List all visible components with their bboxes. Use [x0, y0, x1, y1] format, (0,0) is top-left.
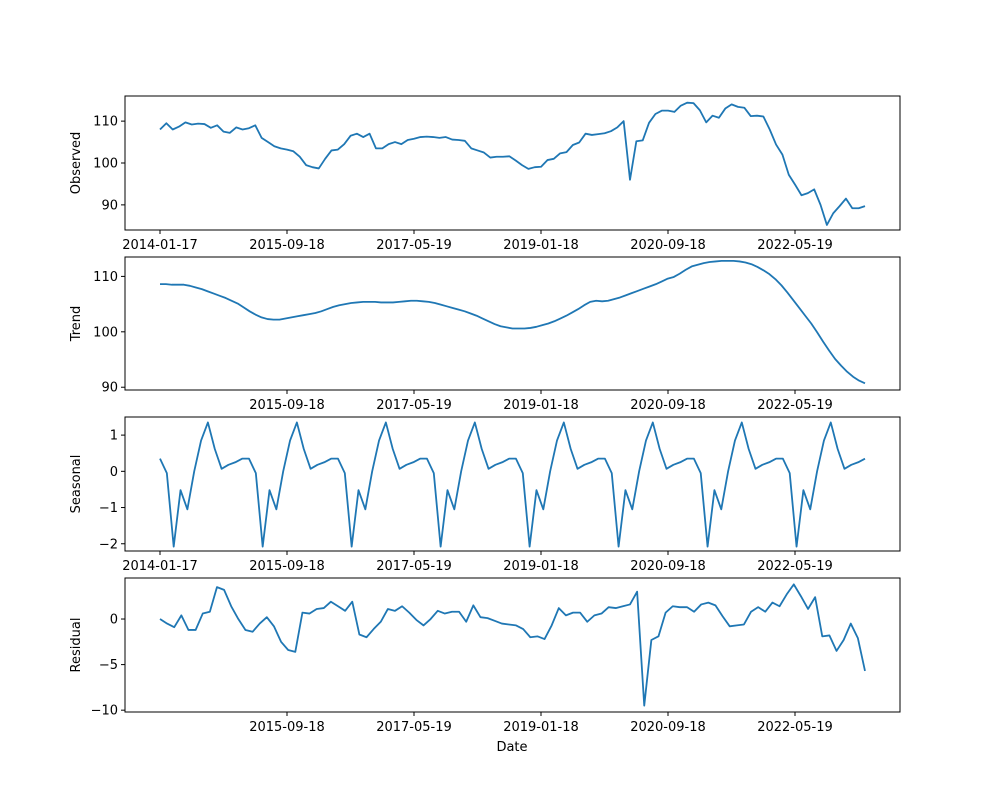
panel-observed: 90 100 110 2014-01-17 2015-09-18 2017-05-19 20… — [69, 95, 901, 253]
observed-y-tick-label: 110 — [93, 115, 118, 130]
observed-x-tick-label: 2022-05-19 — [757, 238, 833, 253]
seasonal-axes-frame — [124, 416, 901, 552]
trend-axes-frame — [124, 256, 901, 391]
trend-y-tick-label: 110 — [93, 270, 118, 285]
residual-x-tick-label: 2015-09-18 — [249, 720, 325, 735]
trend-x-tick-label: 2020-09-18 — [630, 398, 706, 413]
trend-series-line — [160, 259, 866, 385]
observed-x-tick-label: 2020-09-18 — [630, 238, 706, 253]
trend-x-tick-label: 2022-05-19 — [757, 398, 833, 413]
residual-y-tick-label: 0 — [110, 613, 118, 628]
panel-seasonal: −2 −1 0 1 2014-01-17 2015-09-18 2017-05-19 2019… — [69, 416, 901, 574]
trend-x-tick-label: 2017-05-19 — [376, 398, 452, 413]
seasonal-x-tick-label: 2017-05-19 — [376, 559, 452, 574]
panel-trend: 90 100 110 2015-09-18 2017-05-19 2019-01-18 20… — [69, 256, 901, 413]
seasonal-x-tick-label: 2014-01-17 — [122, 559, 198, 574]
residual-axes-frame — [124, 577, 901, 713]
seasonal-y-tick-label: −2 — [99, 537, 118, 552]
observed-y-axis-label: Observed — [69, 132, 84, 195]
residual-y-tick-label: −10 — [91, 704, 118, 719]
seasonal-x-tick-label: 2019-01-18 — [503, 559, 579, 574]
observed-x-tick-label: 2015-09-18 — [249, 238, 325, 253]
observed-x-tick-label: 2019-01-18 — [503, 238, 579, 253]
residual-y-axis-label: Residual — [69, 618, 84, 673]
observed-series-line — [159, 101, 866, 226]
seasonal-x-tick-label: 2020-09-18 — [630, 559, 706, 574]
seasonal-series-line — [159, 421, 866, 548]
residual-series-line — [159, 583, 866, 707]
residual-y-tick-label: −5 — [99, 658, 118, 673]
observed-y-tick-label: 100 — [93, 157, 118, 172]
trend-x-tick-label: 2015-09-18 — [249, 398, 325, 413]
trend-x-tick-label: 2019-01-18 — [503, 398, 579, 413]
observed-y-tick-label: 90 — [101, 198, 118, 213]
trend-y-tick-label: 90 — [101, 381, 118, 396]
observed-x-tick-label: 2014-01-17 — [122, 238, 198, 253]
trend-y-axis-label: Trend — [69, 306, 84, 343]
residual-x-tick-label: 2020-09-18 — [630, 720, 706, 735]
trend-y-tick-label: 100 — [93, 325, 118, 340]
seasonal-x-tick-label: 2022-05-19 — [757, 559, 833, 574]
seasonal-x-tick-label: 2015-09-18 — [249, 559, 325, 574]
seasonal-y-tick-label: 0 — [110, 465, 118, 480]
residual-x-tick-label: 2017-05-19 — [376, 720, 452, 735]
panel-residual: −10 −5 0 2015-09-18 2017-05-19 2019-01-18 2020… — [69, 577, 901, 735]
residual-x-tick-label: 2019-01-18 — [503, 720, 579, 735]
seasonal-y-axis-label: Seasonal — [69, 455, 84, 514]
seasonal-y-tick-label: 1 — [110, 429, 118, 444]
residual-x-tick-label: 2022-05-19 — [757, 720, 833, 735]
observed-x-tick-label: 2017-05-19 — [376, 238, 452, 253]
x-axis-label: Date — [496, 740, 527, 755]
seasonal-y-tick-label: −1 — [99, 501, 118, 516]
